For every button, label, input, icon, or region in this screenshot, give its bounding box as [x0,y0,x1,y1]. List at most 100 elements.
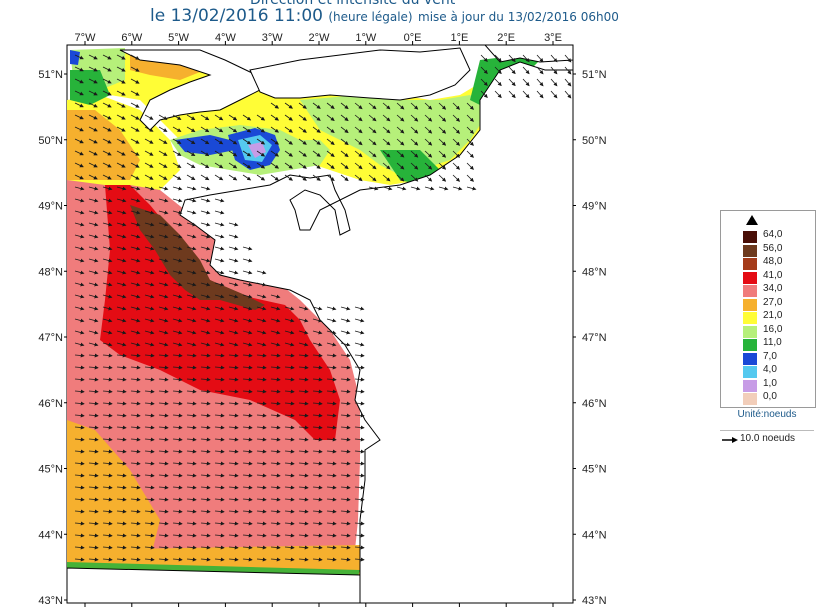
lat-tick-label-left: 48°N [38,266,63,278]
wind-arrow [354,114,363,122]
wind-arrow [116,377,127,382]
legend-label: 7,0 [763,350,777,362]
wind-arrow [480,66,488,74]
wind-arrow [186,473,197,478]
wind-arrow [88,210,99,215]
wind-arrow [102,210,113,215]
wind-arrow [102,318,113,323]
wind-arrow [74,401,85,406]
wind-arrow [186,557,197,562]
wind-arrow [158,497,169,502]
wind-arrow [214,330,225,335]
wind-arrow [74,294,85,299]
wind-arrow [158,114,168,120]
wind-arrow [116,222,127,227]
wind-arrow [130,162,140,168]
wind-arrow [312,389,323,394]
wind-arrow [214,497,225,502]
wind-arrow [228,114,238,121]
wind-arrow [130,222,141,227]
wind-arrow [116,509,127,514]
wind-arrow [536,78,544,87]
wind-arrow [354,509,365,514]
wind-arrow [74,449,85,454]
wind-arrow [116,78,126,84]
wind-arrow [242,174,252,181]
wind-arrow [340,377,351,382]
wind-arrow [116,138,126,144]
lat-tick-label-right: 44°N [582,529,607,541]
wind-arrow [144,449,155,454]
wind-arrow [256,521,267,526]
wind-arrow [284,557,295,562]
wind-arrow [144,150,154,156]
wind-arrow [130,377,141,382]
wind-arrow [88,521,99,526]
wind-arrow [284,545,295,550]
wind-arrow [74,521,85,526]
wind-arrow [88,234,99,239]
wind-arrow [312,162,321,169]
wind-arrow [284,473,295,478]
wind-arrow [270,545,281,550]
wind-arrow [88,78,98,84]
wind-arrow [242,533,253,538]
wind-arrow [312,102,321,109]
wind-arrow [284,162,293,169]
wind-arrow [214,461,225,466]
wind-arrow [256,389,267,394]
legend-label: 64,0 [763,229,783,240]
wind-arrow [410,186,421,191]
wind-arrow [326,138,335,146]
wind-arrow [410,138,419,146]
wind-arrow [116,246,127,251]
wind-arrow [256,377,267,382]
legend-box: 64,0 56,0 48,0 41,0 34,0 27,0 21,0 16,0 11,0 7,0 4… [720,210,816,408]
wind-arrow [200,437,211,442]
legend-unit: Unité:noeuds [737,409,797,420]
wind-arrow [172,533,183,538]
chart-header: Direction et intensité du vent le 13/02/… [0,0,819,30]
lon-tick-label: 2°E [497,32,515,44]
wind-arrow [144,353,155,358]
wind-arrow [522,90,530,99]
wind-arrow [88,186,99,191]
wind-arrow [186,246,197,251]
wind-arrow [74,66,84,72]
wind-arrow [158,545,169,550]
wind-arrow [522,66,530,75]
wind-arrow [130,557,141,562]
wind-arrow [102,545,113,550]
wind-arrow [354,162,363,170]
wind-arrow [298,162,307,169]
wind-arrow [158,174,168,180]
wind-arrow [340,557,351,562]
wind-arrow [88,174,98,180]
wind-arrow [354,497,365,502]
wind-arrow [200,138,210,145]
wind-arrow [172,174,182,180]
wind-arrow [116,198,127,203]
wind-arrow [102,102,112,108]
wind-arrow [102,246,113,251]
wind-arrow [200,413,211,418]
wind-arrow [158,150,168,156]
sea-zone-7kt [175,135,235,155]
wind-arrow [326,425,337,430]
wind-arrow [242,282,253,287]
wind-arrow [74,114,84,120]
wind-arrow [144,114,154,120]
wind-arrow [74,126,84,132]
wind-arrow [564,90,572,99]
wind-arrow [354,449,365,454]
lat-tick-label-left: 51°N [38,69,63,81]
wind-arrow [74,353,85,358]
wind-arrow [116,437,127,442]
wind-arrow [242,461,253,466]
wind-arrow [270,389,281,394]
wind-arrow [74,78,84,84]
wind-arrow [214,545,225,550]
legend-label: 41,0 [763,269,783,281]
wind-arrow [130,401,141,406]
